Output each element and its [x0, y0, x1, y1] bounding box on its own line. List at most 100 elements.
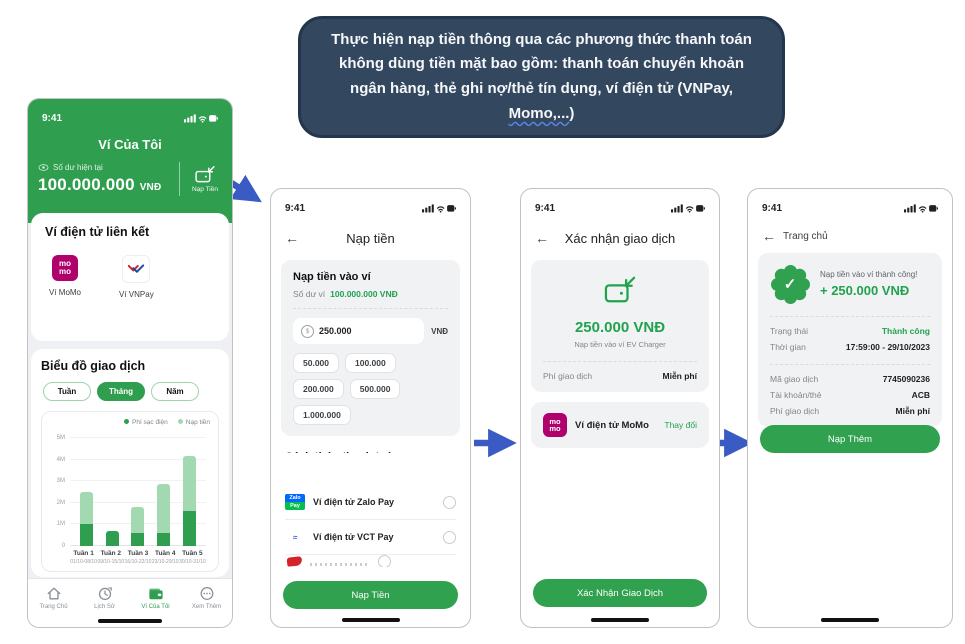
- nav-item-vi-cua-toi[interactable]: Ví Của Tôi: [130, 579, 181, 627]
- linked-wallet-label: Ví VNPay: [119, 290, 154, 299]
- wallet-header: 9:41 Ví Của Tôi Số dư hiện tại 100.000.0…: [28, 99, 232, 223]
- linked-wallet-vnpay[interactable]: Ví VNPay: [119, 255, 154, 299]
- confirm-header: ← Xác nhận giao dịch: [521, 219, 719, 250]
- chart-legend: Phí sạc điện Nạp tiền: [50, 419, 210, 426]
- tab-nam[interactable]: Năm: [151, 382, 199, 401]
- topup-shortcut-label: Nạp Tiền: [191, 186, 218, 193]
- nav-label: Lịch Sử: [94, 604, 115, 610]
- status-bar: 9:41: [521, 189, 719, 219]
- bar-chart: Phí sạc điện Nạp tiền 0 1M 2M 3M 4M 5M Tuần 1…: [41, 411, 219, 572]
- screen-topup-success: 9:41 ← Trang chủ ✓ Nạp tiền vào ví thành…: [747, 188, 953, 628]
- topup-submit-button[interactable]: Nạp Tiền: [283, 581, 458, 609]
- chart-xlabel: Tuần 3 16/10-22/10: [124, 550, 152, 565]
- payment-methods-heading-clipped: Cách thức thanh toán: [285, 447, 456, 453]
- chip-50000[interactable]: 50.000: [293, 353, 339, 373]
- chart-bar-1: [80, 492, 94, 546]
- tab-tuan[interactable]: Tuần: [43, 382, 91, 401]
- tab-thang[interactable]: Tháng: [97, 382, 145, 401]
- quick-amount-chips: 50.000 100.000 200.000 500.000 1.000.000: [293, 353, 448, 425]
- dashed-divider: [770, 364, 930, 365]
- chip-200000[interactable]: 200.000: [293, 379, 344, 399]
- payment-method-partial: [285, 555, 456, 567]
- success-check-badge-icon: ✓: [770, 264, 810, 304]
- chart-xlabel: Tuần 1 01/10-08/10: [70, 550, 97, 565]
- chip-500000[interactable]: 500.000: [349, 379, 401, 399]
- topup-shortcut-button[interactable]: Nạp Tiền: [188, 165, 222, 193]
- chart-gridline: [70, 501, 206, 503]
- header-divider: [178, 162, 180, 196]
- receipt-row-time: Thời gian 17:59:00 - 29/10/2023: [770, 342, 930, 352]
- nav-item-lich-su[interactable]: Lịch Sử: [79, 579, 130, 627]
- chip-100000[interactable]: 100.000: [345, 353, 396, 373]
- vctpay-logo: ≈: [292, 532, 298, 542]
- fee-label: Phí giao dịch: [543, 371, 593, 381]
- transaction-chart-card: Biểu đồ giao dịch Tuần Tháng Năm Phí sạc…: [31, 349, 229, 577]
- change-method-link[interactable]: Thay đổi: [664, 420, 697, 430]
- vnpay-logo: [122, 255, 151, 283]
- nav-item-trang-chu[interactable]: Trang Chủ: [28, 579, 79, 627]
- payment-method-zalopay[interactable]: Zalo Pay Ví điện tử Zalo Pay: [285, 485, 456, 520]
- balance-value: 100.000.000 VNĐ: [38, 175, 162, 194]
- radio-zalopay[interactable]: [443, 495, 456, 509]
- eye-icon: [38, 164, 49, 171]
- confirm-submit-button[interactable]: Xác Nhận Giao Dịch: [533, 579, 707, 607]
- status-icons: [671, 203, 705, 213]
- history-clock-icon: [97, 586, 113, 601]
- amount-input[interactable]: [319, 326, 417, 336]
- receipt-row-account: Tài khoản/thẻ ACB: [770, 390, 930, 400]
- wallet-balance-label: Số dư ví: [293, 289, 326, 299]
- chart-bar-3: [131, 507, 145, 546]
- chart-ytick: 4M: [56, 456, 65, 463]
- nav-label: Xem Thêm: [191, 604, 222, 610]
- coin-icon: $: [301, 324, 314, 338]
- momo-logo: mo mo: [52, 255, 78, 281]
- nav-item-xem-them[interactable]: Xem Thêm: [181, 579, 232, 627]
- screen-wallet-home: 9:41 Ví Của Tôi Số dư hiện tại 100.000.0…: [27, 98, 233, 628]
- amount-input-box[interactable]: $: [293, 318, 425, 344]
- back-to-home[interactable]: ← Trang chủ: [762, 229, 952, 243]
- linked-wallet-momo[interactable]: mo mo Ví MoMo: [49, 255, 81, 299]
- transaction-amount: 250.000 VNĐ: [574, 319, 666, 336]
- page-title: Xác nhận giao dịch: [564, 230, 676, 246]
- wallet-balance-value: 100.000.000 VNĐ: [330, 289, 398, 299]
- legend-item-nap-tien: Nạp tiền: [177, 419, 210, 426]
- check-icon: ✓: [775, 269, 805, 299]
- receipt-card: ✓ Nạp tiền vào ví thành công! + 250.000 …: [758, 253, 942, 427]
- topup-header: ← Nạp tiền: [271, 219, 470, 250]
- chart-xlabels: Tuần 1 01/10-08/10 Tuần 2 09/10-15/10 Tuần 3…: [70, 550, 206, 565]
- success-amount: + 250.000 VNĐ: [820, 283, 910, 298]
- legend-item-phi-sac-dien: Phí sạc điện: [124, 419, 168, 426]
- back-arrow-icon: ←: [762, 228, 776, 244]
- status-value: Thành công: [881, 326, 930, 336]
- wallet-icon: [148, 586, 164, 601]
- screen-confirm-transaction: 9:41 ← Xác nhận giao dịch 250.000 VNĐ Nạ…: [520, 188, 720, 628]
- chip-1000000[interactable]: 1.000.000: [293, 405, 351, 425]
- back-arrow-icon[interactable]: ←: [285, 230, 299, 246]
- page-title: Ví Của Tôi: [98, 137, 162, 152]
- payment-method-vctpay[interactable]: ≈ Ví điện tử VCT Pay: [285, 520, 456, 555]
- bottom-nav: Trang Chủ Lịch Sử Ví Của Tôi Xem Thêm: [28, 578, 232, 627]
- chart-ytick: 0: [61, 543, 65, 549]
- chart-bar-5: [182, 456, 196, 546]
- dashed-divider: [770, 316, 930, 317]
- wallet-in-icon: [603, 275, 637, 305]
- back-label: Trang chủ: [783, 230, 828, 242]
- chart-bar-2: [105, 530, 119, 546]
- chart-bars: [70, 438, 206, 546]
- annotation-bubble: Thực hiện nạp tiền thông qua các phương …: [298, 16, 785, 138]
- chart-xlabel: Tuần 2 09/10-15/10: [97, 550, 125, 565]
- status-bar: 9:41: [748, 189, 952, 219]
- chart-xlabel: Tuần 4 23/10-29/10: [151, 550, 179, 565]
- momo-logo: mo mo: [543, 413, 567, 437]
- topup-again-button[interactable]: Nạp Thêm: [760, 425, 940, 453]
- chart-gridline: [70, 437, 206, 438]
- wallet-in-icon: [194, 165, 216, 184]
- back-arrow-icon[interactable]: ←: [535, 230, 549, 246]
- dashed-divider: [543, 361, 697, 362]
- radio-vctpay[interactable]: [443, 530, 456, 544]
- home-indicator: [98, 619, 162, 623]
- payment-method-list: Zalo Pay Ví điện tử Zalo Pay ≈ Ví điện t…: [285, 485, 456, 567]
- status-time: 9:41: [42, 112, 63, 124]
- chart-bar-4: [157, 484, 171, 546]
